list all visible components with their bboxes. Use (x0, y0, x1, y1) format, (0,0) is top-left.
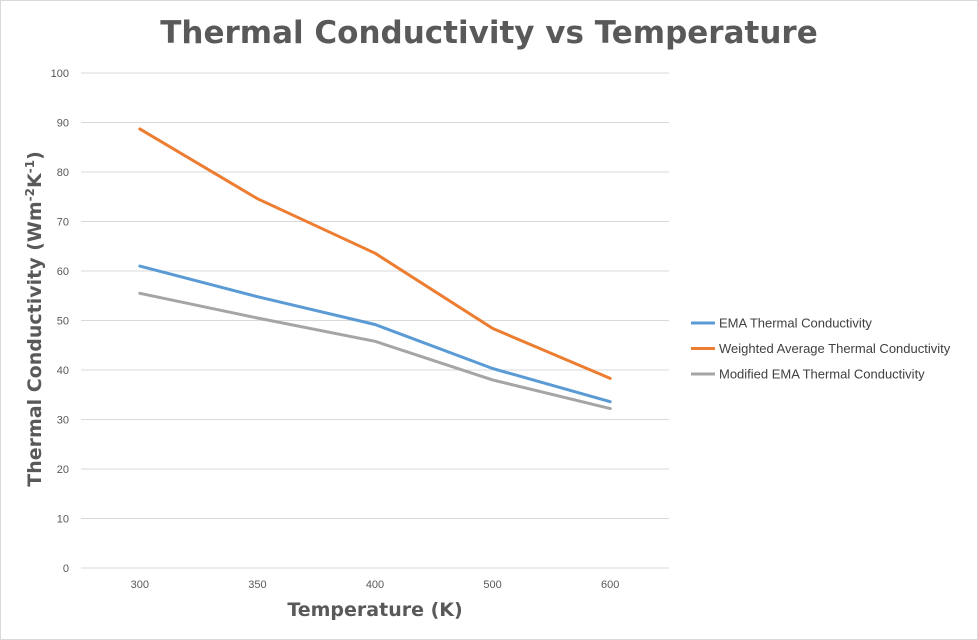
x-axis-title: Temperature (K) (287, 599, 462, 621)
y-tick-label: 50 (57, 316, 69, 328)
series-line-1 (138, 127, 612, 380)
y-axis-title: Thermal Conductivity (Wm-2K-1) (23, 151, 46, 487)
chart-title: Thermal Conductivity vs Temperature (160, 15, 818, 51)
y-tick-label: 20 (57, 464, 69, 476)
gridlines (81, 72, 669, 569)
y-axis-ticks: 0 10 20 30 40 50 60 70 80 90 100 (51, 68, 69, 575)
y-axis-title-sup2: -1 (23, 160, 37, 173)
series-lines (138, 127, 612, 411)
y-tick-label: 80 (57, 167, 69, 179)
series-line-2 (138, 291, 612, 411)
y-tick-label: 100 (51, 68, 69, 80)
x-tick-label: 400 (366, 579, 384, 591)
y-tick-label: 0 (63, 563, 69, 575)
y-axis-title-sup1: -2 (23, 188, 37, 201)
series-line-0 (138, 264, 612, 404)
legend-label-2: Modified EMA Thermal Conductivity (719, 367, 925, 382)
y-axis-title-base: Thermal Conductivity (Wm (24, 201, 46, 486)
y-tick-label: 70 (57, 217, 69, 229)
x-axis-ticks: 300 350 400 500 600 (131, 579, 620, 591)
legend: EMA Thermal Conductivity Weighted Average… (691, 316, 951, 382)
x-tick-label: 350 (248, 579, 266, 591)
legend-label-1: Weighted Average Thermal Conductivity (719, 341, 951, 356)
x-tick-label: 500 (483, 579, 501, 591)
y-tick-label: 90 (57, 118, 69, 130)
legend-label-0: EMA Thermal Conductivity (719, 316, 872, 331)
x-tick-label: 600 (601, 579, 619, 591)
y-axis-title-end: ) (24, 151, 46, 160)
y-axis-title-mid: K (24, 172, 46, 188)
x-tick-label: 300 (131, 579, 149, 591)
y-tick-label: 60 (57, 266, 69, 278)
y-tick-label: 40 (57, 365, 69, 377)
y-tick-label: 10 (57, 514, 69, 526)
y-tick-label: 30 (57, 415, 69, 427)
